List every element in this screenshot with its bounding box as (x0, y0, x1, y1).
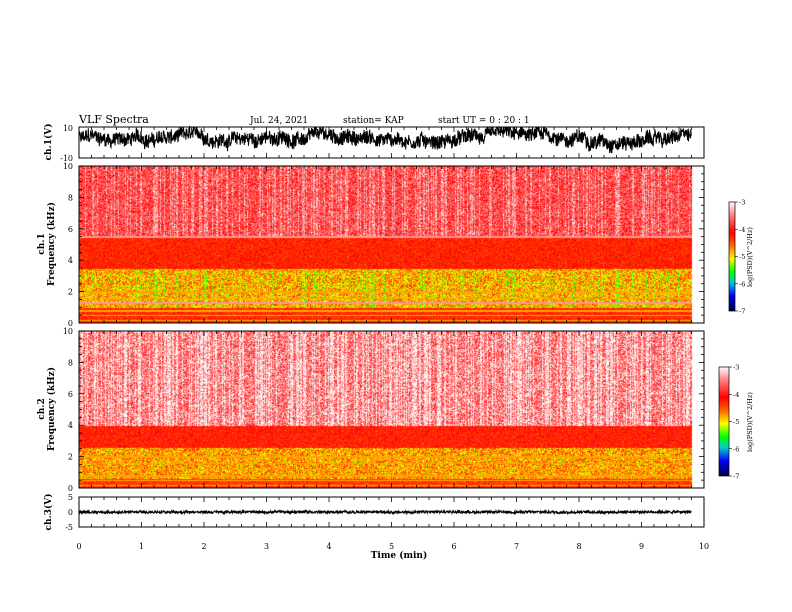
colorbar-tick-label: -3 (739, 199, 745, 207)
time-axis-tick-labels: 0 1 2 3 4 5 6 7 8 9 10 (76, 542, 709, 551)
date-label: Jul. 24, 2021 (249, 116, 308, 126)
ch2-colorbar-ticks: -3 -4 -5 -6 -7 (729, 364, 739, 481)
ch1-ytick-bottom: -10 (60, 154, 73, 163)
ch3-time-ticks (78, 497, 705, 527)
ch2-spectrogram-image (79, 331, 704, 488)
time-axis-label: Time (min) (371, 550, 428, 561)
ch1-colorbar-ticks: -3 -4 -5 -6 -7 (735, 199, 745, 316)
ch1-colorbar-label: log(PSD)(V^2/Hz) (746, 227, 754, 287)
freq-tick-label: 0 (68, 319, 73, 328)
start-time-label: start UT = 0 : 20 : 1 (438, 116, 530, 126)
freq-tick-label: 8 (68, 358, 73, 367)
freq-tick-label: 8 (68, 193, 73, 202)
freq-tick-label: 2 (68, 453, 73, 462)
ch3-waveform-panel: 5 0 -5 ch.3(V) (43, 493, 705, 532)
colorbar-tick-label: -7 (739, 308, 745, 316)
time-tick-label: 0 (76, 542, 81, 551)
ch2-spec-ylabel: Frequency (kHz) (46, 367, 57, 451)
time-tick-label: 6 (451, 542, 456, 551)
ch2-spec-time-ticks (78, 331, 705, 488)
ch3-waveform-trace (78, 508, 692, 516)
freq-tick-label: 0 (68, 484, 73, 493)
ch1-waveform-panel: 10 -10 ch.1(V) (43, 124, 705, 163)
ch3-ytick-mid: 0 (68, 508, 73, 517)
ch1-colorbar: -3 -4 -5 -6 -7 log(PSD)(V^2/Hz) (728, 199, 754, 316)
ch3-ytick-top: 5 (68, 493, 73, 502)
freq-tick-label: 6 (68, 390, 73, 399)
freq-tick-label: 6 (68, 225, 73, 234)
freq-tick-label: 2 (68, 288, 73, 297)
colorbar-tick-label: -4 (733, 391, 739, 399)
freq-tick-label: 4 (68, 256, 73, 265)
waveform-line (78, 125, 692, 154)
ch1-spec-channel-label: ch.1 (37, 233, 47, 254)
time-tick-label: 8 (576, 542, 581, 551)
ch1-waveform-trace (78, 125, 692, 154)
colorbar-tick-label: -5 (733, 418, 739, 426)
ch1-spectrogram-panel: 0 2 4 6 8 10 ch.1 Frequency (kHz) (37, 162, 705, 328)
colorbar-tick-label: -6 (733, 445, 739, 453)
colorbar-tick-label: -6 (739, 280, 745, 288)
ch3-ytick-bottom: -5 (65, 523, 73, 532)
ch1-time-ticks (78, 127, 705, 158)
freq-tick-label: 4 (68, 421, 73, 430)
time-tick-label: 2 (201, 542, 206, 551)
colorbar-tick-label: -3 (733, 364, 739, 372)
ch2-spec-channel-label: ch.2 (37, 398, 47, 419)
ch1-ylabel: ch.1(V) (43, 124, 54, 161)
time-tick-label: 10 (699, 542, 709, 551)
ch2-freq-ticks: 0 2 4 6 8 10 (63, 327, 704, 493)
figure-title: VLF Spectra (78, 113, 149, 126)
ch1-spectrogram-image (79, 166, 704, 323)
ch1-ytick-top: 10 (63, 124, 73, 133)
time-tick-label: 5 (389, 542, 394, 551)
time-tick-label: 4 (326, 542, 331, 551)
ch1-freq-ticks: 0 2 4 6 8 10 (63, 162, 704, 328)
station-label: station= KAP (343, 116, 404, 126)
colorbar-tick-label: -4 (739, 226, 745, 234)
time-tick-label: 9 (639, 542, 644, 551)
ch3-ylabel: ch.3(V) (43, 494, 54, 531)
ch1-spec-time-ticks (78, 166, 705, 323)
waveform-line (78, 508, 692, 516)
ch2-colorbar: -3 -4 -5 -6 -7 log(PSD)(V^2/Hz) (718, 364, 754, 481)
ch2-colorbar-gradient (719, 367, 729, 476)
freq-tick-label: 10 (63, 327, 73, 336)
time-tick-label: 1 (139, 542, 144, 551)
time-tick-label: 7 (514, 542, 519, 551)
colorbar-tick-label: -5 (739, 253, 745, 261)
ch2-spectrogram-panel: 0 2 4 6 8 10 ch.2 Frequency (kHz) (37, 327, 705, 493)
ch1-spec-ylabel: Frequency (kHz) (46, 202, 57, 286)
ch2-colorbar-label: log(PSD)(V^2/Hz) (746, 392, 754, 452)
time-tick-label: 3 (264, 542, 269, 551)
freq-tick-label: 10 (63, 162, 73, 171)
ch1-colorbar-gradient (729, 202, 735, 311)
colorbar-tick-label: -7 (733, 473, 739, 481)
